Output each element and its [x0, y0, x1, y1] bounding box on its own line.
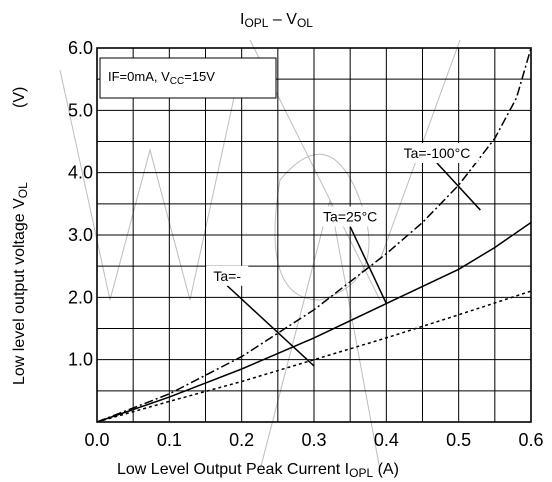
- y-axis-label-main: Low level output voltage V: [11, 198, 28, 385]
- title-sub2: OL: [297, 16, 313, 30]
- y-tick-label: 2.0: [68, 287, 93, 307]
- annotation-leader: [436, 162, 481, 211]
- y-axis-label-sub: OL: [16, 182, 30, 198]
- y-axis-unit: (V): [11, 87, 28, 108]
- y-tick-label: 5.0: [68, 100, 93, 120]
- annotation-label-bg: [206, 265, 249, 286]
- x-tick-label: 0.6: [518, 430, 543, 450]
- annotation-leader: [226, 285, 315, 367]
- chart-title: IOPL – VOL: [240, 11, 313, 30]
- y-tick-labels: 1.0 2.0 3.0 4.0 5.0 6.0: [68, 38, 93, 370]
- x-tick-label: 0.3: [301, 430, 326, 450]
- watermark: [59, 39, 461, 471]
- y-axis-label: Low level output voltage VOL: [11, 182, 30, 385]
- annotation-label: Ta=-: [213, 268, 241, 284]
- condition-box-frame: [99, 57, 277, 99]
- title-main: I: [240, 11, 244, 28]
- x-tick-label: 0.2: [229, 430, 254, 450]
- annotation-label-bg: [317, 206, 384, 227]
- condition-rest: =15V: [184, 69, 215, 84]
- x-tick-label: 0.4: [374, 430, 399, 450]
- x-tick-label: 0.1: [157, 430, 182, 450]
- annotation-leader: [349, 226, 388, 304]
- x-axis-label: Low Level Output Peak Current IOPL (A): [117, 461, 399, 480]
- title-sub: OPL: [244, 16, 268, 30]
- y-tick-label: 6.0: [68, 38, 93, 58]
- x-axis-label-main: Low Level Output Peak Current I: [117, 461, 349, 478]
- condition-sub: CC: [170, 76, 184, 87]
- series-line: [96, 221, 532, 423]
- y-tick-label: 4.0: [68, 163, 93, 183]
- y-tick-label: 1.0: [68, 350, 93, 370]
- plot-frame: [96, 47, 532, 423]
- title-rest: – V: [268, 11, 297, 28]
- y-tick-label: 3.0: [68, 225, 93, 245]
- annotation-label: Ta=-100°C: [404, 145, 471, 161]
- x-tick-labels: 0.0 0.1 0.2 0.3 0.4 0.5 0.6: [84, 430, 543, 450]
- condition-main: IF=0mA, V: [108, 69, 170, 84]
- series-layer: [96, 47, 532, 423]
- x-tick-label: 0.0: [84, 430, 109, 450]
- annotation-label: Ta=25°C: [323, 209, 377, 225]
- grid: [97, 48, 531, 422]
- x-tick-label: 0.5: [446, 430, 471, 450]
- condition-text: IF=0mA, VCC=15V: [108, 69, 215, 87]
- annotation-layer: Ta=-100°C Ta=25°C Ta=-: [206, 142, 481, 367]
- condition-box: IF=0mA, VCC=15V: [99, 57, 277, 99]
- x-axis-label-unit: (A): [373, 461, 399, 478]
- series-line: [96, 47, 532, 423]
- annotation-label-bg: [395, 142, 478, 163]
- x-axis-label-sub: OPL: [349, 466, 373, 480]
